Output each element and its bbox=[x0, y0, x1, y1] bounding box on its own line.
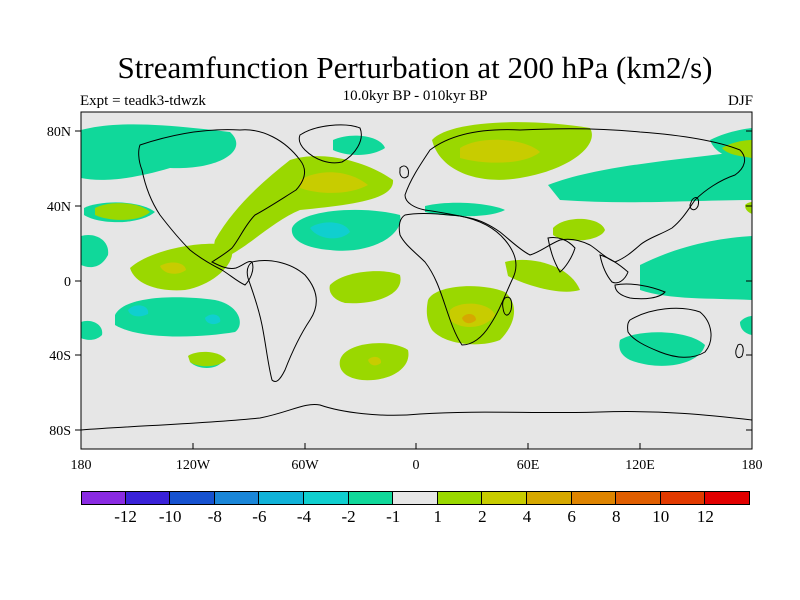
colorbar-label: -10 bbox=[158, 507, 182, 526]
colorbar-swatch bbox=[214, 491, 260, 505]
contour-neg-south-pacific-core bbox=[128, 305, 149, 317]
period-subtitle: 10.0kyr BP - 010kyr BP bbox=[342, 88, 488, 104]
coast-southeast-asia bbox=[599, 254, 629, 284]
contour-pos-southern-africa-center bbox=[462, 314, 476, 324]
colorbar-swatch bbox=[259, 491, 304, 505]
colorbar-label: -1 bbox=[386, 507, 401, 526]
coastlines bbox=[81, 124, 752, 431]
coast-north-america bbox=[138, 129, 306, 286]
colorbar-swatch bbox=[527, 491, 572, 505]
contour-neg-west-pacific bbox=[640, 236, 752, 300]
plot-title: Streamfunction Perturbation at 200 hPa (… bbox=[117, 50, 713, 85]
colorbar-swatch bbox=[571, 491, 617, 505]
contour-neg-east-pacific bbox=[81, 234, 109, 268]
colorbar-swatch bbox=[81, 491, 126, 505]
coast-south-america bbox=[246, 260, 317, 383]
contour-neg-siberia bbox=[548, 150, 752, 203]
field-contours bbox=[81, 122, 752, 381]
coast-greenland bbox=[298, 124, 362, 164]
coast-africa bbox=[398, 212, 517, 346]
lat-tick-80s: 80S bbox=[49, 424, 71, 439]
contour-pos-japan bbox=[745, 202, 752, 214]
coast-japan bbox=[689, 197, 699, 211]
season-label: DJF bbox=[727, 93, 753, 109]
colorbar-label: -2 bbox=[341, 507, 356, 526]
coast-europe-asia bbox=[404, 128, 746, 263]
contour-pos-east-pacific-north bbox=[95, 203, 150, 220]
lat-ticks: 80N 40N 0 40S 80S bbox=[47, 125, 752, 439]
colorbar-label: 2 bbox=[478, 507, 487, 526]
contour-neg-south-east-pacific bbox=[81, 320, 103, 340]
contour-pos-south-atlantic-core bbox=[368, 356, 382, 366]
colorbar-label: 6 bbox=[567, 507, 576, 526]
coast-new-zealand bbox=[735, 343, 744, 359]
colorbar-label: -4 bbox=[296, 507, 312, 526]
colorbar-label: -8 bbox=[207, 507, 222, 526]
contour-pos-arabian-sea bbox=[505, 259, 580, 292]
lon-tick-120e: 120E bbox=[625, 458, 655, 473]
coast-indonesia bbox=[614, 283, 666, 300]
colorbar-label: -6 bbox=[252, 507, 267, 526]
colorbar-swatch bbox=[348, 491, 394, 505]
contour-pos-south-atlantic bbox=[329, 271, 401, 304]
colorbar-swatch bbox=[482, 491, 527, 505]
colorbar-swatch bbox=[125, 491, 171, 505]
contour-pos-eurasia-core bbox=[460, 139, 540, 163]
coast-madagascar bbox=[502, 296, 513, 316]
contour-neg-central-atlantic-core bbox=[310, 222, 350, 239]
contour-pos-north-atlantic-core bbox=[300, 172, 368, 193]
contour-neg-south-pacific bbox=[115, 297, 240, 337]
colorbar-swatch bbox=[660, 491, 706, 505]
lon-tick-60e: 60E bbox=[517, 458, 540, 473]
colorbar-label: -12 bbox=[114, 507, 137, 526]
coast-antarctica bbox=[81, 403, 752, 431]
colorbar-swatch bbox=[304, 491, 349, 505]
lat-tick-40s: 40S bbox=[49, 349, 71, 364]
colorbar-label: 8 bbox=[611, 507, 621, 526]
colorbar-swatch bbox=[705, 491, 750, 505]
colorbar-label: 1 bbox=[433, 507, 443, 526]
contour-neg-south-pacific-core-2 bbox=[205, 314, 221, 325]
colorbar-swatch bbox=[170, 491, 215, 505]
colorbar-label: 12 bbox=[696, 507, 714, 526]
lon-tick-180e: 180 bbox=[742, 458, 763, 473]
lon-tick-180w: 180 bbox=[71, 458, 92, 473]
colorbar-swatch bbox=[437, 491, 483, 505]
colorbar-swatch bbox=[616, 491, 661, 505]
contour-pos-india bbox=[553, 218, 605, 241]
coast-uk bbox=[399, 165, 409, 179]
experiment-label: Expt = teadk3-tdwzk bbox=[80, 93, 206, 109]
colorbar-label: 4 bbox=[522, 507, 532, 526]
contour-pos-south-pacific-west bbox=[188, 351, 226, 367]
lat-tick-eq: 0 bbox=[64, 275, 71, 290]
lat-tick-80n: 80N bbox=[47, 125, 71, 140]
lon-tick-0: 0 bbox=[413, 458, 420, 473]
lon-tick-120w: 120W bbox=[176, 458, 211, 473]
lon-ticks: 180 120W 60W 0 60E 120E 180 bbox=[71, 443, 763, 473]
lon-tick-60w: 60W bbox=[291, 458, 319, 473]
contour-pos-tropical-pacific-core bbox=[160, 262, 186, 274]
colorbar-swatch bbox=[393, 491, 438, 505]
contour-neg-north-pacific bbox=[81, 124, 237, 180]
contour-neg-tasman bbox=[740, 316, 752, 335]
coast-australia bbox=[627, 307, 712, 358]
colorbar-label: 10 bbox=[652, 507, 670, 526]
coast-india bbox=[547, 237, 576, 273]
lat-tick-40n: 40N bbox=[47, 200, 71, 215]
